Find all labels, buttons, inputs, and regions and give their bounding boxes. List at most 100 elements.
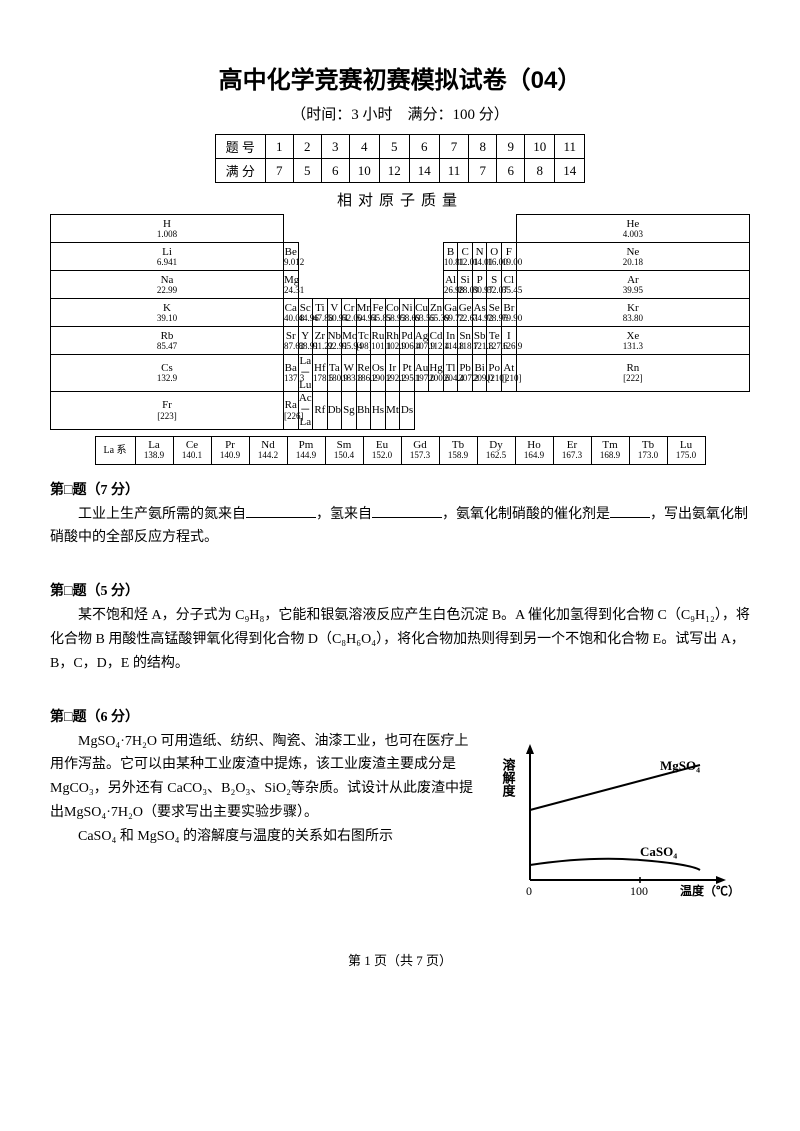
la-cell: Dy162.5 <box>477 436 515 464</box>
element-cell: Cl35.45 <box>501 271 516 299</box>
element-cell: Ir192.2 <box>385 355 400 392</box>
element-cell: Po[210] <box>487 355 502 392</box>
element-cell: Mg24.31 <box>283 271 298 299</box>
element-cell: Sg <box>342 392 357 429</box>
element-cell: V50.94 <box>327 299 342 327</box>
page-footer: 第 1 页（共 7 页） <box>50 950 750 969</box>
element-cell: Fr[223] <box>51 392 284 429</box>
element-cell: Hf178.5 <box>313 355 328 392</box>
score-val: 6 <box>321 159 349 183</box>
element-cell: La－Lu <box>298 355 313 392</box>
la-cell: Ce140.1 <box>173 436 211 464</box>
xtick-100: 100 <box>630 884 648 898</box>
caso4-label: CaSO₄ <box>640 844 677 859</box>
element-cell: Ba137.3 <box>283 355 298 392</box>
periodic-table-wrap: H1.008He4.003Li6.941Be9.012B10.81C12.01N… <box>50 214 750 430</box>
la-cell: Tb173.0 <box>629 436 667 464</box>
score-val: 8 <box>525 159 555 183</box>
element-cell: Ra[226] <box>283 392 298 429</box>
element-cell: Zn65.39 <box>429 299 444 327</box>
score-col: 9 <box>497 135 525 159</box>
element-cell: Pd106.4 <box>400 327 415 355</box>
score-col: 11 <box>555 135 585 159</box>
score-row2-label: 满 分 <box>215 159 265 183</box>
score-col: 6 <box>409 135 439 159</box>
element-cell: Bh <box>356 392 371 429</box>
la-cell: Pm144.9 <box>287 436 325 464</box>
la-cell: La138.9 <box>135 436 173 464</box>
score-table: 题 号1234567891011 满 分7561012141176814 <box>215 134 586 183</box>
q1-text-3: ，氨氧化制硝酸的催化剂是 <box>442 507 610 522</box>
score-val: 10 <box>349 159 379 183</box>
element-cell: Ge72.61 <box>458 299 473 327</box>
xtick-0: 0 <box>526 884 532 898</box>
q1-text-2: ，氢来自 <box>316 507 372 522</box>
score-col: 3 <box>321 135 349 159</box>
element-cell: Al26.98 <box>443 271 458 299</box>
la-cell: Eu152.0 <box>363 436 401 464</box>
score-val: 12 <box>379 159 409 183</box>
element-cell: At[210] <box>501 355 516 392</box>
element-cell: Se78.96 <box>487 299 502 327</box>
element-cell: Rb85.47 <box>51 327 284 355</box>
question-1-body: 工业上生产氨所需的氮来自，氢来自，氨氧化制硝酸的催化剂是，写出氨氧化制硝酸中的全… <box>50 503 750 551</box>
y-label-1: 溶解度 <box>501 757 517 798</box>
q3-text-2: CaSO₄ 和 MgSO₄ 的溶解度与温度的关系如右图所示 <box>50 825 480 849</box>
element-cell: Cr52.00 <box>342 299 357 327</box>
la-label: La 系 <box>95 436 135 464</box>
score-val: 14 <box>409 159 439 183</box>
element-cell: Bi209.0 <box>472 355 487 392</box>
element-cell: Ca40.08 <box>283 299 298 327</box>
element-cell: H1.008 <box>51 215 284 243</box>
element-cell: B10.81 <box>443 243 458 271</box>
element-cell: Si28.09 <box>458 271 473 299</box>
score-val: 5 <box>293 159 321 183</box>
element-cell: Kr83.80 <box>516 299 749 327</box>
score-val: 14 <box>555 159 585 183</box>
score-col: 5 <box>379 135 409 159</box>
question-3-body: MgSO₄·7H₂O 可用造纸、纺织、陶瓷、油漆工业，也可在医疗上用作泻盐。它可… <box>50 730 480 910</box>
element-cell: Be9.012 <box>283 243 298 271</box>
element-cell: Ac－La <box>298 392 313 429</box>
score-col: 8 <box>469 135 497 159</box>
lanthanide-table: La 系La138.9Ce140.1Pr140.9Nd144.2Pm144.9S… <box>95 436 706 465</box>
periodic-table: H1.008He4.003Li6.941Be9.012B10.81C12.01N… <box>50 214 750 430</box>
score-row1-label: 题 号 <box>215 135 265 159</box>
la-cell: Pr140.9 <box>211 436 249 464</box>
la-cell: Lu175.0 <box>667 436 705 464</box>
element-cell: As74.92 <box>472 299 487 327</box>
element-cell: Ga69.72 <box>443 299 458 327</box>
solubility-graph: 溶解度 MgSO₄ CaSO₄ 0 100 温度（℃） <box>490 730 750 910</box>
element-cell: Au197.0 <box>414 355 429 392</box>
element-cell: Rh102.9 <box>385 327 400 355</box>
element-cell: Sr87.62 <box>283 327 298 355</box>
element-cell: S32.07 <box>487 271 502 299</box>
element-cell: Pt195.1 <box>400 355 415 392</box>
element-cell: F19.00 <box>501 243 516 271</box>
x-arrow <box>716 876 726 884</box>
element-cell: Db <box>327 392 342 429</box>
blank-2 <box>372 517 442 518</box>
element-cell: Br79.90 <box>501 299 516 327</box>
element-cell: Nb92.91 <box>327 327 342 355</box>
element-cell: Ta180.9 <box>327 355 342 392</box>
score-col: 2 <box>293 135 321 159</box>
element-cell: Na22.99 <box>51 271 284 299</box>
score-col: 10 <box>525 135 555 159</box>
score-val: 7 <box>469 159 497 183</box>
element-cell: Hg200.6 <box>429 355 444 392</box>
element-cell: Sb121.8 <box>472 327 487 355</box>
element-cell: P30.97 <box>472 271 487 299</box>
y-arrow <box>526 744 534 754</box>
score-col: 7 <box>439 135 469 159</box>
element-cell: Cs132.9 <box>51 355 284 392</box>
atomic-mass-title: 相对原子质量 <box>50 189 750 210</box>
la-cell: Tm168.9 <box>591 436 629 464</box>
question-2-body: 某不饱和烃 A，分子式为 C₉H₈，它能和银氨溶液反应产生白色沉淀 B。A 催化… <box>50 604 750 675</box>
element-cell: Rn[222] <box>516 355 749 392</box>
la-cell: Tb158.9 <box>439 436 477 464</box>
element-cell: Ru101.1 <box>371 327 386 355</box>
element-cell: Mn54.94 <box>356 299 371 327</box>
element-cell: N14.01 <box>472 243 487 271</box>
element-cell: Tl204.4 <box>443 355 458 392</box>
